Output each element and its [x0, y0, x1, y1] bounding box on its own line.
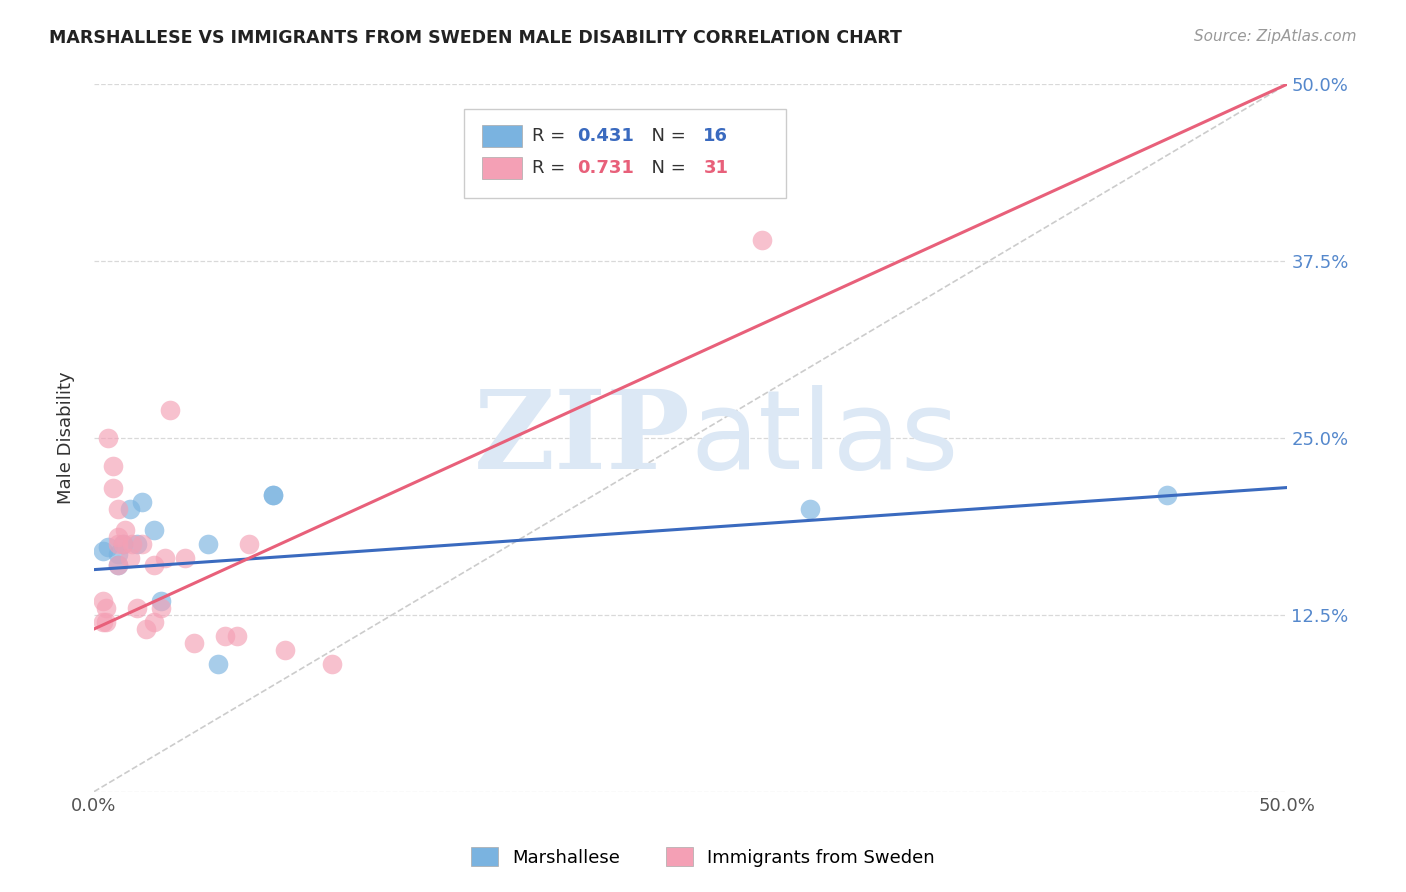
Text: ZIP: ZIP [474, 384, 690, 491]
Point [131, 537, 153, 551]
Point [94, 615, 117, 629]
Point [142, 615, 165, 629]
Legend: Marshallese, Immigrants from Sweden: Marshallese, Immigrants from Sweden [464, 840, 942, 874]
Point [111, 537, 134, 551]
Point [142, 523, 165, 537]
Point [93, 593, 115, 607]
Point [97, 540, 120, 554]
Text: R =: R = [531, 159, 571, 177]
Point [101, 481, 124, 495]
Point [111, 537, 134, 551]
Point [159, 402, 181, 417]
Text: R =: R = [531, 127, 571, 145]
Point [107, 537, 129, 551]
Point [118, 551, 141, 566]
Point [107, 558, 129, 573]
Text: atlas: atlas [690, 384, 959, 491]
Point [114, 523, 136, 537]
Point [131, 494, 153, 508]
Point [214, 629, 236, 643]
FancyBboxPatch shape [464, 109, 786, 198]
FancyBboxPatch shape [481, 157, 522, 178]
Point [183, 636, 205, 650]
Point [262, 488, 284, 502]
Point [135, 622, 157, 636]
Point [107, 558, 129, 573]
Point [274, 643, 297, 657]
Text: 31: 31 [703, 159, 728, 177]
Point [1156, 488, 1178, 502]
Point [107, 547, 129, 561]
Point [94, 600, 117, 615]
Text: N =: N = [640, 159, 692, 177]
Point [107, 501, 129, 516]
Point [101, 459, 124, 474]
Point [321, 657, 343, 672]
Point [238, 537, 260, 551]
Point [197, 537, 219, 551]
Point [262, 488, 284, 502]
Point [226, 629, 249, 643]
Text: 16: 16 [703, 127, 728, 145]
Text: MARSHALLESE VS IMMIGRANTS FROM SWEDEN MALE DISABILITY CORRELATION CHART: MARSHALLESE VS IMMIGRANTS FROM SWEDEN MA… [49, 29, 903, 46]
Point [125, 537, 148, 551]
Text: N =: N = [640, 127, 692, 145]
Point [107, 530, 129, 544]
Point [751, 233, 773, 247]
Point [149, 600, 172, 615]
Text: 0.431: 0.431 [576, 127, 634, 145]
Point [799, 501, 821, 516]
Point [207, 657, 229, 672]
Point [155, 551, 177, 566]
Point [125, 600, 148, 615]
Point [173, 551, 195, 566]
Text: 0.731: 0.731 [576, 159, 634, 177]
Point [121, 537, 143, 551]
Text: Source: ZipAtlas.com: Source: ZipAtlas.com [1194, 29, 1357, 44]
Point [118, 501, 141, 516]
Point [149, 593, 172, 607]
Point [142, 558, 165, 573]
Point [97, 431, 120, 445]
FancyBboxPatch shape [481, 126, 522, 146]
Y-axis label: Male Disability: Male Disability [58, 372, 75, 504]
Point [93, 544, 115, 558]
Point [93, 615, 115, 629]
